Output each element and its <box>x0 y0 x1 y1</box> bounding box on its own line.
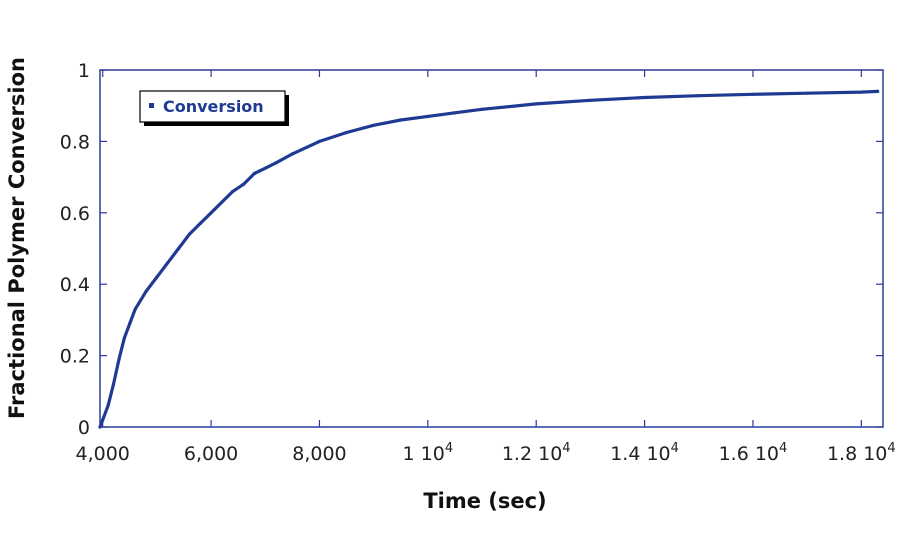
x-tick-label-base: 1 10 <box>403 443 445 465</box>
data-point <box>317 139 322 143</box>
x-tick-label-exponent: 4 <box>671 441 679 456</box>
x-tick-label: 1.4 104 <box>610 441 679 465</box>
y-tick-label: 0.8 <box>60 131 90 153</box>
data-point <box>643 95 647 100</box>
x-tick-label-base: 1.8 10 <box>827 443 887 465</box>
x-tick-label: 4,000 <box>76 443 130 465</box>
x-tick-label: 1.6 104 <box>719 441 788 465</box>
y-tick-label: 1 <box>78 60 90 82</box>
x-tick-label-base: 8,000 <box>292 443 346 465</box>
data-point <box>453 111 457 115</box>
data-point <box>220 200 224 204</box>
x-tick-label-exponent: 4 <box>887 441 895 456</box>
data-point <box>111 382 116 386</box>
data-point <box>588 98 593 102</box>
x-tick-label: 8,000 <box>292 443 346 465</box>
data-point <box>252 171 256 176</box>
data-point <box>101 418 105 422</box>
y-tick-label: 0.2 <box>60 346 90 368</box>
legend-label: Conversion <box>163 97 264 116</box>
series-line-conversion <box>98 89 880 429</box>
x-tick-label-exponent: 4 <box>562 441 570 456</box>
data-point <box>155 275 159 279</box>
data-point <box>876 89 880 93</box>
data-point <box>133 307 137 311</box>
data-point <box>697 94 701 98</box>
x-tick-label-base: 6,000 <box>184 443 238 465</box>
data-point <box>231 189 235 193</box>
x-tick-label-base: 1.2 10 <box>502 443 562 465</box>
data-point <box>242 182 246 186</box>
data-point <box>209 211 213 215</box>
x-tick-label-base: 1.4 10 <box>610 443 670 465</box>
x-tick-label: 1.8 104 <box>827 441 896 465</box>
y-tick-label: 0.4 <box>60 274 90 296</box>
x-axis-ticks: 4,000 6,000 8,000 1 104 1.2 104 1.4 104 1.6 10… <box>76 70 896 465</box>
data-point <box>187 232 191 236</box>
data-point <box>426 114 430 118</box>
plot-frame <box>99 69 884 428</box>
x-tick-label: 1 104 <box>403 441 454 465</box>
data-point <box>805 91 809 95</box>
x-tick-label-base: 4,000 <box>76 443 130 465</box>
data-point <box>480 107 484 111</box>
data-point <box>263 166 267 170</box>
x-axis-title: Time (sec) <box>423 489 546 513</box>
x-tick-label-base: 1.6 10 <box>719 443 779 465</box>
data-point <box>122 336 126 340</box>
data-point <box>128 321 132 326</box>
data-point <box>751 92 755 96</box>
data-point <box>345 130 349 135</box>
x-tick-label: 6,000 <box>184 443 238 465</box>
data-point <box>859 90 863 94</box>
data-point <box>177 246 181 251</box>
data-point <box>399 118 403 122</box>
x-tick-label: 1.2 104 <box>502 441 571 465</box>
y-axis-title: Fractional Polymer Conversion <box>5 57 29 419</box>
y-tick-label: 0 <box>78 417 90 439</box>
data-point <box>274 161 278 165</box>
y-axis-ticks: 0 0.2 0.4 0.6 0.8 1 <box>60 60 883 439</box>
data-point <box>106 404 110 408</box>
data-point <box>372 123 376 127</box>
data-point <box>534 102 538 106</box>
legend-box <box>139 90 286 123</box>
legend: Conversion <box>139 90 289 126</box>
x-tick-label-exponent: 4 <box>445 441 453 456</box>
legend-marker <box>149 103 154 108</box>
data-point <box>117 357 121 361</box>
data-point <box>166 261 170 265</box>
data-point <box>198 221 202 226</box>
y-tick-label: 0.6 <box>60 203 90 225</box>
data-point <box>290 152 294 156</box>
x-tick-label-exponent: 4 <box>779 441 787 456</box>
series-lines <box>98 89 880 429</box>
data-point <box>144 289 148 293</box>
